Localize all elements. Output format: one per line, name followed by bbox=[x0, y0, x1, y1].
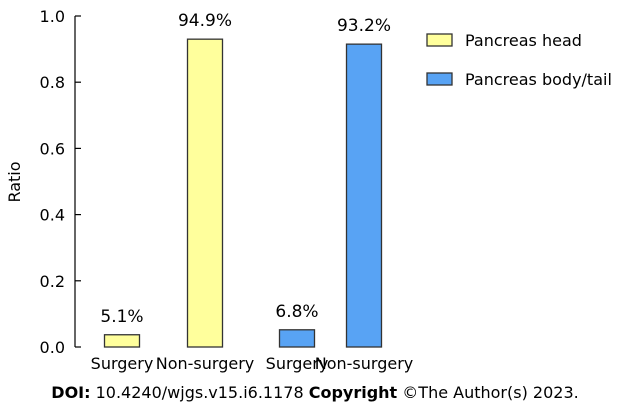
copyright-text: ©The Author(s) 2023. bbox=[402, 383, 579, 402]
bar bbox=[278, 329, 316, 348]
y-tick-label: 0.6 bbox=[40, 139, 65, 158]
data-label: 5.1% bbox=[100, 307, 143, 327]
x-category-label: Non-surgery bbox=[315, 354, 414, 373]
bar-chart: 0.0 0.2 0.4 0.6 0.8 1.0 5.1% 94.9% 6.8% 93.2% Su… bbox=[5, 7, 612, 373]
x-category-label: Non-surgery bbox=[156, 354, 255, 373]
y-tick-label: 1.0 bbox=[40, 7, 65, 26]
data-label: 93.2% bbox=[337, 16, 391, 36]
legend-swatch bbox=[426, 33, 453, 47]
legend-label: Pancreas head bbox=[465, 31, 582, 50]
copyright-label: Copyright bbox=[308, 383, 398, 402]
doi-label: DOI: bbox=[51, 383, 91, 402]
y-axis-title: Ratio bbox=[5, 161, 24, 202]
doi-value: 10.4240/wjgs.v15.i6.1178 bbox=[95, 383, 304, 402]
bar bbox=[345, 43, 383, 348]
x-category-label: Surgery bbox=[266, 354, 329, 373]
data-label: 94.9% bbox=[178, 11, 232, 31]
legend-label: Pancreas body/tail bbox=[465, 70, 612, 89]
bars bbox=[103, 38, 383, 348]
bar bbox=[103, 334, 141, 348]
x-category-label: Surgery bbox=[91, 354, 154, 373]
y-tick-label: 0.4 bbox=[40, 206, 65, 225]
bar bbox=[186, 38, 224, 348]
footer: DOI: 10.4240/wjgs.v15.i6.1178 Copyright … bbox=[0, 381, 630, 405]
y-tick-label: 0.8 bbox=[40, 73, 65, 92]
data-labels: 5.1% 94.9% 6.8% 93.2% bbox=[100, 11, 391, 327]
y-tick-label: 0.2 bbox=[40, 272, 65, 291]
y-tick-label: 0.0 bbox=[40, 338, 65, 357]
y-axis: 0.0 0.2 0.4 0.6 0.8 1.0 bbox=[40, 7, 81, 357]
data-label: 6.8% bbox=[275, 302, 318, 322]
legend: Pancreas head Pancreas body/tail bbox=[426, 31, 612, 89]
legend-swatch bbox=[426, 72, 453, 86]
